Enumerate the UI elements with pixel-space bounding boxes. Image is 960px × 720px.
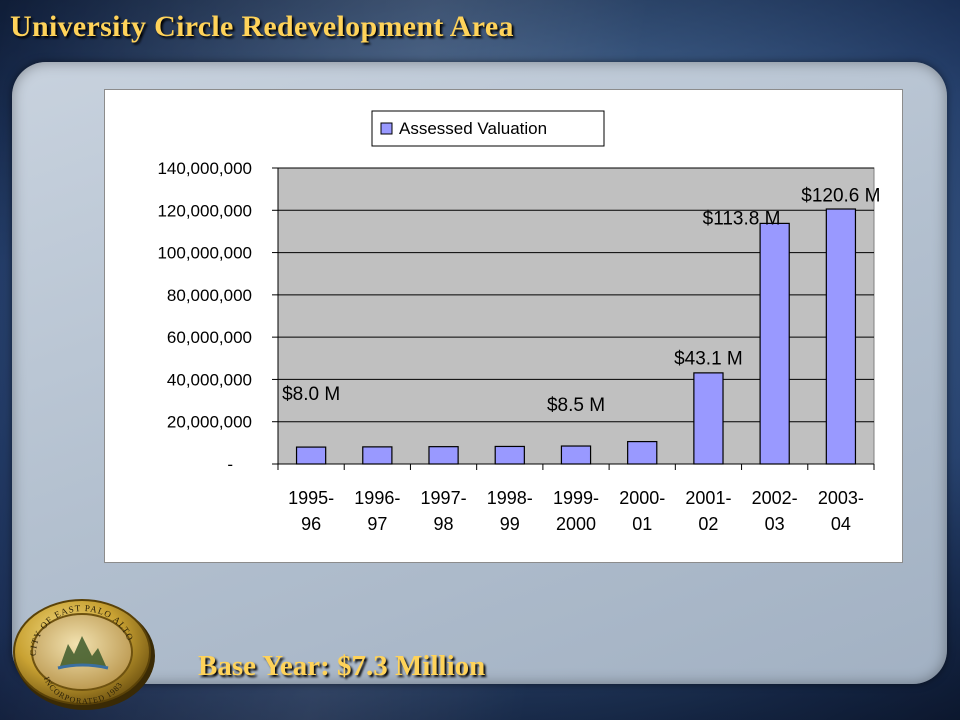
data-annotations: $8.0 M $8.5 M $43.1 M $113.8 M $120.6 M [282, 185, 880, 415]
data-label: $8.5 M [547, 395, 605, 416]
legend-label: Assessed Valuation [399, 119, 547, 138]
bar [825, 208, 857, 465]
x-tick-label: 1999- [553, 488, 599, 508]
data-label: $120.6 M [801, 185, 880, 206]
y-tick-label: 100,000,000 [157, 244, 252, 263]
x-tick-label: 02 [698, 514, 718, 534]
data-label: $43.1 M [674, 348, 743, 369]
x-tick-label: 2000 [556, 514, 596, 534]
x-tick-label: 98 [434, 514, 454, 534]
bar [627, 440, 658, 465]
x-tick-label: 2000- [619, 488, 665, 508]
x-tick-label: 2002- [752, 488, 798, 508]
legend: Assessed Valuation [371, 110, 605, 147]
base-year-caption: Base Year: $7.3 Million [198, 650, 486, 682]
city-seal-icon: CITY OF EAST PALO ALTO INCORPORATED 1983 [13, 599, 155, 710]
x-tick-label: 2003- [818, 488, 864, 508]
y-tick-label: 80,000,000 [167, 286, 252, 305]
bar [362, 446, 393, 465]
y-tick-label: 140,000,000 [157, 159, 252, 178]
data-label: $8.0 M [282, 384, 340, 405]
bar [693, 372, 724, 465]
x-tick-label: 1995- [288, 488, 334, 508]
y-tick-label: 20,000,000 [167, 413, 252, 432]
bar [759, 222, 790, 465]
x-tick-label: 1998- [487, 488, 533, 508]
y-tick-label: - [227, 455, 233, 474]
slide-title: University Circle Redevelopment Area [10, 10, 514, 43]
y-axis-ticks: - 20,000,000 40,000,000 60,000,000 80,000,00… [157, 159, 279, 474]
x-tick-label: 1997- [421, 488, 467, 508]
bar [560, 445, 592, 465]
bar [428, 446, 459, 465]
x-tick-label: 03 [765, 514, 785, 534]
x-tick-label: 96 [301, 514, 321, 534]
y-tick-label: 60,000,000 [167, 328, 252, 347]
chart-container: - 20,000,000 40,000,000 60,000,000 80,000,00… [104, 89, 903, 563]
y-tick-label: 120,000,000 [157, 201, 252, 220]
legend-box [371, 110, 605, 147]
x-axis-ticks: 1995- 96 1996- 97 1997- 98 1998- 99 1999- 2000 200… [277, 463, 875, 534]
x-tick-label: 01 [632, 514, 652, 534]
bar-chart: - 20,000,000 40,000,000 60,000,000 80,000,00… [157, 110, 881, 534]
legend-swatch [380, 122, 393, 135]
x-tick-label: 1996- [354, 488, 400, 508]
bar [494, 445, 525, 465]
y-tick-label: 40,000,000 [167, 370, 252, 389]
bars [295, 208, 857, 465]
x-tick-label: 97 [367, 514, 387, 534]
data-label: $113.8 M [703, 209, 781, 230]
bar [295, 446, 327, 465]
x-tick-label: 04 [831, 514, 851, 534]
x-tick-label: 99 [500, 514, 520, 534]
x-tick-label: 2001- [685, 488, 731, 508]
